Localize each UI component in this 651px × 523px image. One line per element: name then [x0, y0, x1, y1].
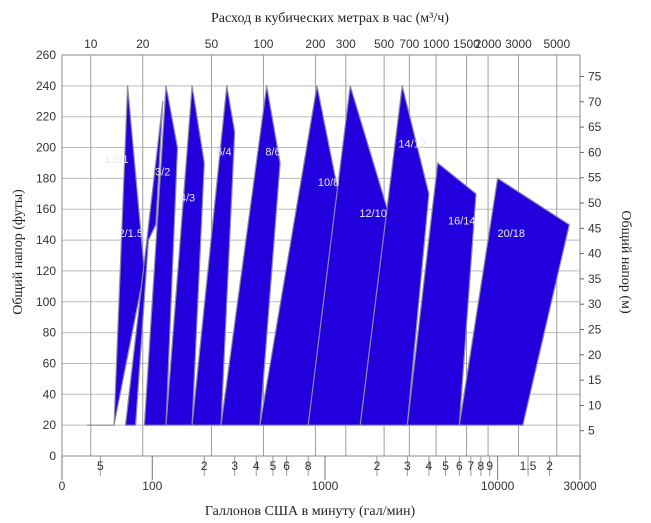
y-tick-label: 80 [43, 326, 57, 340]
y-right-tick-label: 70 [588, 95, 602, 109]
x-minor-tick-label: 6 [283, 459, 290, 473]
y-right-tick-label: 25 [588, 323, 602, 337]
pump-region-label: 6/4 [216, 146, 231, 158]
y-tick-label: 100 [36, 295, 56, 309]
pump-region-label: 16/14 [448, 216, 476, 228]
x-top-tick-label: 10 [84, 37, 98, 51]
x-minor-tick-label: 2 [201, 459, 208, 473]
pump-region-label: 1.5/1 [104, 154, 128, 166]
x-minor-tick-label: 4 [426, 459, 433, 473]
y-axis-right-title: Общий напор (м) [618, 210, 633, 314]
y-right-tick-label: 5 [588, 424, 595, 438]
y-tick-label: 160 [36, 202, 56, 216]
x-top-tick-label: 20 [136, 37, 150, 51]
x-minor-tick-label: 6 [456, 459, 463, 473]
y-tick-label: 0 [49, 449, 56, 463]
pump-region-16-14 [406, 162, 477, 426]
x-top-tick-label: 700 [399, 37, 419, 51]
x-minor-tick-label: 5 [97, 459, 104, 473]
y-tick-label: 120 [36, 264, 56, 278]
pump-region-label: 8/6 [265, 146, 280, 158]
x-top-tick-label: 300 [336, 37, 356, 51]
x-minor-tick-label: 2 [374, 459, 381, 473]
x-top-tick-label: 200 [305, 37, 325, 51]
y-right-tick-label: 20 [588, 348, 602, 362]
y-tick-label: 40 [43, 387, 57, 401]
x-top-tick-label: 3000 [505, 37, 532, 51]
y-right-tick-label: 35 [588, 272, 602, 286]
y-tick-label: 20 [43, 418, 57, 432]
y-right-tick-label: 65 [588, 120, 602, 134]
region-labels: 1.5/1 2/1.5 3/2 4/3 6/4 8/6 10/8 12/10 14/12 16/1… [104, 139, 525, 240]
top-axis-title: Расход в кубических метрах в час (м³/ч) [211, 11, 449, 26]
x-minor-tick-label: 3 [231, 459, 238, 473]
x-top-tick-label: 1000 [423, 37, 450, 51]
pump-region-label: 12/10 [359, 208, 387, 220]
pump-region-label: 10/8 [318, 177, 339, 189]
y-right-tick-label: 55 [588, 171, 602, 185]
x-minor-tick-label: 1.5 [520, 459, 537, 473]
pump-region-4-3 [165, 85, 205, 426]
x-minor-tick-label: 3 [404, 459, 411, 473]
x-minor-tick-label: 5 [270, 459, 277, 473]
x-major-tick-label: 30000 [563, 479, 597, 493]
x-minor-tick-label: 8 [478, 459, 485, 473]
y-right-tick-label: 10 [588, 398, 602, 412]
x-top-tick-label: 500 [374, 37, 394, 51]
x-minor-tick-label: 4 [253, 459, 260, 473]
y-right-tick-label: 40 [588, 247, 602, 261]
pump-region-14-12 [359, 85, 430, 426]
x-minor-tick-label: 9 [486, 459, 493, 473]
y-axis-title: Общий напор (футы) [11, 189, 26, 315]
y-tick-label: 180 [36, 171, 56, 185]
x-minor-tick-label: 2 [546, 459, 553, 473]
pump-region-20-18 [458, 177, 570, 426]
pump-region-8-6 [220, 85, 281, 426]
y-tick-label: 240 [36, 79, 56, 93]
x-minor-tick-label: 7 [468, 459, 475, 473]
pump-region-label: 4/3 [180, 193, 195, 205]
pump-region-label: 2/1.5 [118, 228, 142, 240]
x-major-tick-label: 1000 [312, 479, 339, 493]
pump-region-6-4 [191, 85, 236, 426]
y-tick-label: 60 [43, 356, 57, 370]
y-tick-label: 140 [36, 233, 56, 247]
x-top-tick-label: 2000 [475, 37, 502, 51]
y-tick-label: 260 [36, 48, 56, 62]
pump-regions [86, 85, 570, 426]
y-right-tick-label: 75 [588, 70, 602, 84]
y-tick-label: 220 [36, 110, 56, 124]
y-right-tick-label: 60 [588, 145, 602, 159]
pump-region-2-1-5 [124, 100, 164, 426]
y-right-tick-label: 15 [588, 373, 602, 387]
pump-region-3-2 [143, 85, 179, 426]
pump-region-label: 3/2 [155, 166, 170, 178]
x-major-tick-label: 100 [142, 479, 162, 493]
plot-frame [61, 54, 581, 457]
x-axis-title: Галлонов США в минуту (гал/мин) [205, 504, 416, 519]
y-right-tick-label: 30 [588, 297, 602, 311]
pump-region-1-5-1 [86, 85, 145, 426]
x-top-tick-label: 100 [253, 37, 273, 51]
x-major-tick-label: 0 [59, 479, 66, 493]
pump-region-label: 20/18 [498, 228, 526, 240]
x-top-tick-label: 50 [205, 37, 219, 51]
x-top-tick-label: 5000 [543, 37, 570, 51]
x-minor-tick-label: 8 [305, 459, 312, 473]
x-top-tick-label: 1500 [453, 37, 480, 51]
x-major-tick-label: 10000 [481, 479, 515, 493]
pump-region-label: 14/12 [398, 139, 426, 151]
y-right-tick-label: 50 [588, 196, 602, 210]
x-minor-tick-label: 5 [442, 459, 449, 473]
y-right-tick-label: 45 [588, 221, 602, 235]
axis-ticks: 0204060801001201401601802002202402605101… [36, 37, 602, 493]
y-tick-label: 200 [36, 141, 56, 155]
